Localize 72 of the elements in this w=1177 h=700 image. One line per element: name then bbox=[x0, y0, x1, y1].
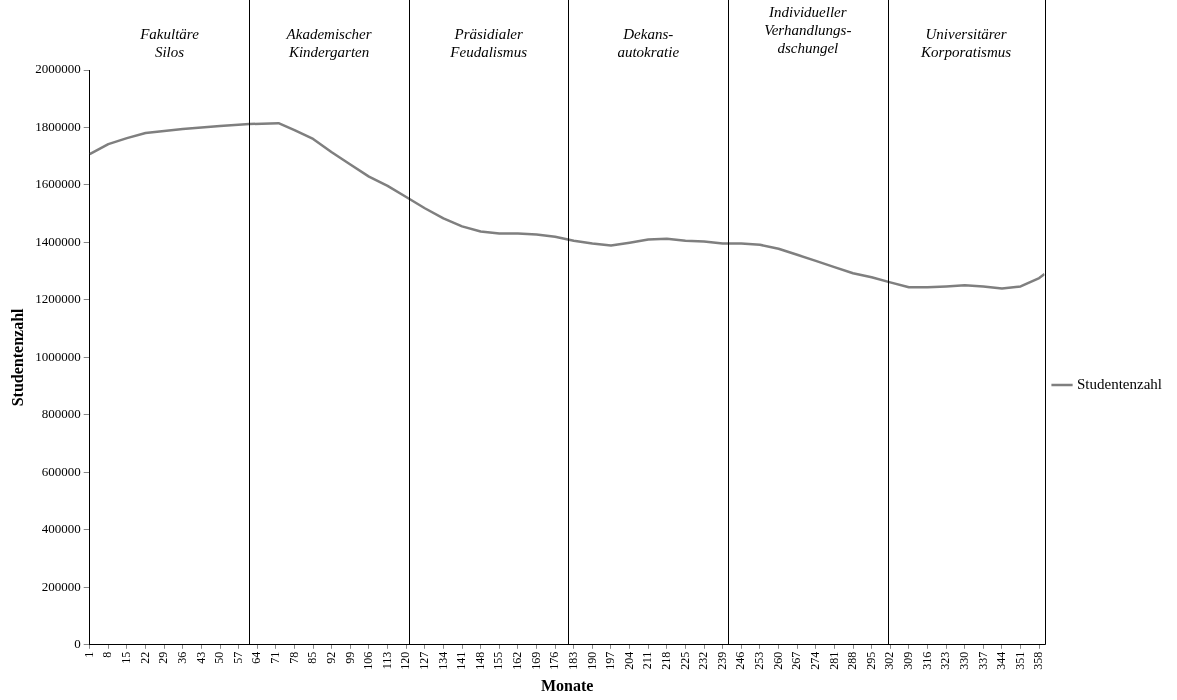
x-tick-label: 36 bbox=[174, 651, 189, 664]
x-tick-label: 281 bbox=[826, 651, 841, 670]
x-tick-label: 351 bbox=[1012, 651, 1027, 670]
y-tick-label: 2000000 bbox=[35, 61, 81, 77]
y-axis-title: Studentenzahl bbox=[8, 307, 26, 407]
y-tick-label: 800000 bbox=[41, 406, 81, 422]
text: Akademischer Kindergarten bbox=[285, 26, 372, 61]
x-tick-label: 127 bbox=[416, 651, 431, 670]
y-tick-label: 1400000 bbox=[35, 233, 81, 249]
x-tick-label: 239 bbox=[714, 651, 729, 670]
text: Präsidialer Feudalismus bbox=[449, 26, 528, 61]
x-tick-label: 330 bbox=[956, 651, 971, 670]
x-tick-label: 190 bbox=[584, 651, 599, 670]
y-tick-label: 1000000 bbox=[35, 348, 81, 364]
x-tick-label: 295 bbox=[863, 651, 878, 670]
x-tick-label: 85 bbox=[305, 651, 320, 664]
x-tick-label: 337 bbox=[975, 651, 990, 670]
x-tick-label: 253 bbox=[752, 651, 767, 670]
x-tick-label: 267 bbox=[789, 651, 804, 670]
y-tick-label: 600000 bbox=[41, 463, 81, 479]
x-tick-label: 141 bbox=[454, 651, 469, 670]
x-tick-label: 78 bbox=[286, 651, 301, 664]
x-tick-label: 197 bbox=[603, 651, 618, 670]
y-tick-label: 1200000 bbox=[35, 291, 81, 307]
x-tick-label: 92 bbox=[323, 651, 338, 664]
x-tick-label: 22 bbox=[137, 651, 152, 664]
y-tick-label: 400000 bbox=[41, 521, 81, 537]
x-tick-label: 225 bbox=[677, 651, 692, 670]
x-tick-label: 8 bbox=[100, 651, 115, 658]
x-tick-label: 232 bbox=[696, 651, 711, 670]
x-tick-label: 106 bbox=[361, 651, 376, 670]
x-tick-label: 43 bbox=[193, 651, 208, 664]
y-tick-label: 1800000 bbox=[35, 118, 81, 134]
x-tick-label: 204 bbox=[621, 651, 636, 670]
text: Universitärer Korporatismus bbox=[920, 26, 1012, 61]
x-tick-label: 358 bbox=[1031, 651, 1046, 670]
x-tick-label: 218 bbox=[659, 651, 674, 670]
x-tick-label: 15 bbox=[119, 651, 134, 664]
text: Fakultäre Silos bbox=[139, 26, 200, 61]
x-tick-label: 260 bbox=[770, 651, 785, 670]
legend-label: Studentenzahl bbox=[1077, 375, 1163, 392]
x-tick-label: 288 bbox=[845, 651, 860, 670]
x-tick-label: 183 bbox=[565, 651, 580, 670]
x-axis-title: Monate bbox=[540, 676, 594, 694]
x-tick-label: 302 bbox=[882, 651, 897, 670]
x-tick-label: 323 bbox=[938, 651, 953, 670]
y-tick-label: 0 bbox=[74, 636, 81, 652]
x-tick-label: 29 bbox=[156, 651, 171, 664]
x-tick-label: 162 bbox=[510, 651, 525, 670]
x-tick-label: 246 bbox=[733, 651, 748, 670]
x-tick-label: 64 bbox=[249, 651, 264, 664]
text: Individueller Verhandlungs- dschungel bbox=[764, 4, 852, 57]
y-tick-label: 1600000 bbox=[35, 176, 81, 192]
x-tick-label: 176 bbox=[547, 651, 562, 670]
x-tick-label: 148 bbox=[472, 651, 487, 670]
x-tick-label: 134 bbox=[435, 651, 450, 670]
x-tick-label: 71 bbox=[268, 651, 283, 664]
x-tick-label: 155 bbox=[491, 651, 506, 670]
x-tick-label: 316 bbox=[919, 651, 934, 670]
x-tick-label: 113 bbox=[379, 651, 394, 670]
text: Dekans- autokratie bbox=[617, 26, 680, 61]
x-tick-label: 344 bbox=[994, 651, 1009, 670]
x-tick-label: 309 bbox=[901, 651, 916, 670]
x-tick-label: 99 bbox=[342, 651, 357, 664]
y-tick-label: 200000 bbox=[41, 578, 81, 594]
x-tick-label: 169 bbox=[528, 651, 543, 670]
x-tick-label: 120 bbox=[398, 651, 413, 670]
x-tick-label: 1 bbox=[81, 651, 96, 658]
x-tick-label: 50 bbox=[212, 651, 227, 664]
x-tick-label: 211 bbox=[640, 651, 655, 670]
x-tick-label: 57 bbox=[230, 651, 245, 664]
x-tick-label: 274 bbox=[807, 651, 822, 670]
